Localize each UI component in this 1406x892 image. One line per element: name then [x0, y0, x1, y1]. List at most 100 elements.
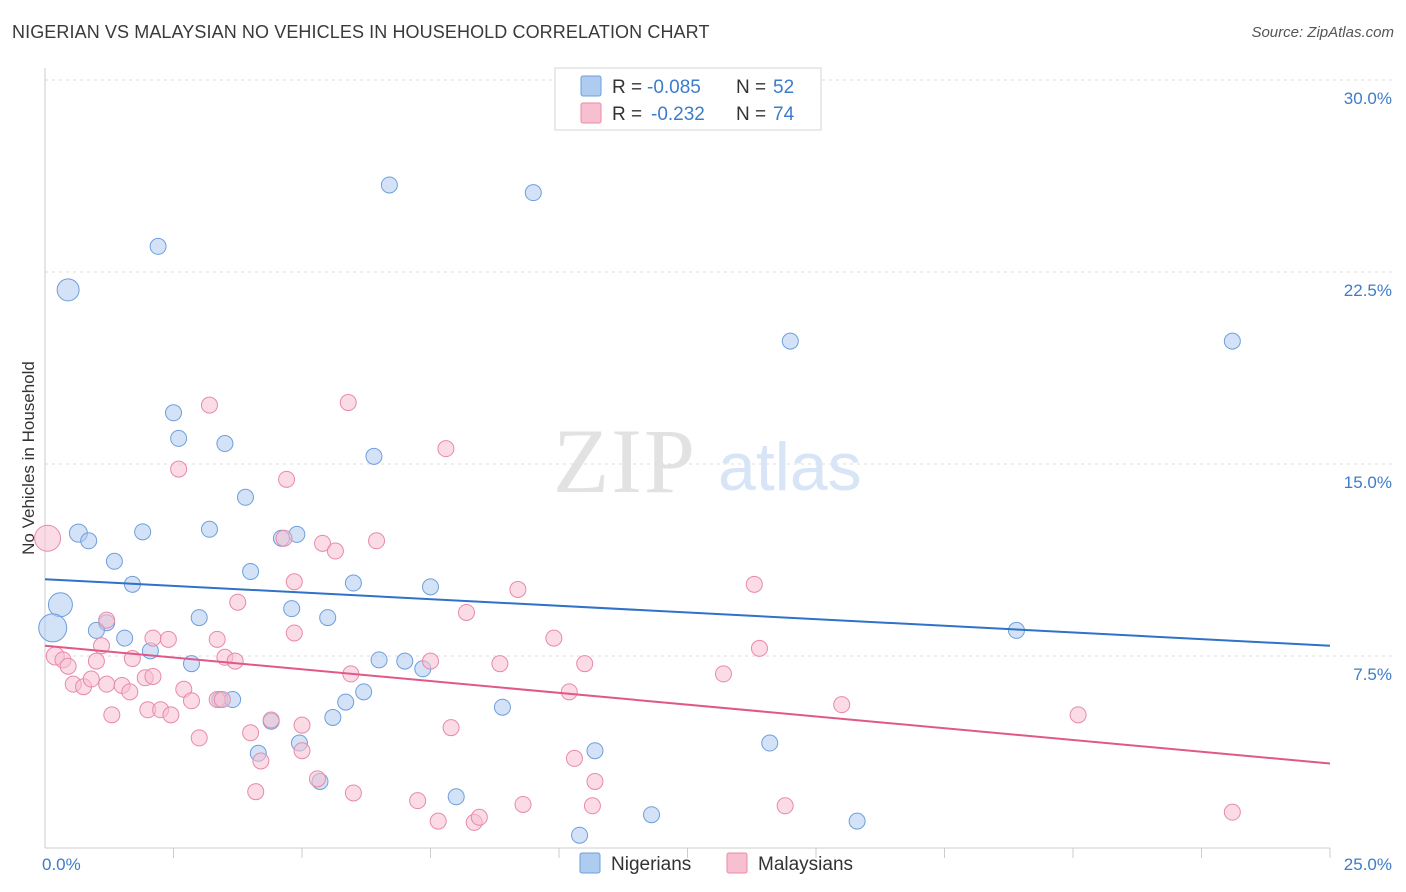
data-point: [560, 683, 578, 701]
data-point: [262, 711, 280, 729]
data-point: [56, 278, 80, 302]
watermark-atlas: atlas: [718, 429, 862, 505]
axes: [44, 68, 1331, 858]
data-point: [165, 404, 182, 422]
data-point: [182, 692, 200, 710]
data-point: [59, 657, 77, 675]
data-point: [442, 719, 460, 737]
data-point: [396, 652, 414, 670]
data-point: [247, 783, 265, 801]
data-point: [190, 729, 208, 747]
data-point: [226, 652, 244, 670]
data-point: [422, 652, 439, 670]
data-point: [586, 742, 604, 760]
legend-swatch-nigerians: [580, 75, 602, 97]
data-point: [144, 667, 162, 685]
data-point: [293, 742, 311, 760]
data-point: [208, 630, 226, 648]
data-point: [116, 629, 134, 647]
data-point: [170, 429, 188, 447]
data-point: [571, 826, 589, 844]
data-point: [422, 578, 439, 596]
data-point: [38, 613, 68, 643]
bottom-legend-label-nigerians: Nigerians: [611, 854, 691, 875]
y-axis-title: No Vehicles in Household: [19, 361, 38, 555]
trend-lines: [44, 578, 1331, 765]
data-point: [170, 460, 188, 478]
data-point: [365, 447, 383, 465]
data-point: [103, 706, 121, 724]
data-point: [149, 237, 167, 255]
data-point: [491, 655, 509, 673]
data-point: [308, 770, 326, 788]
legend-n-value-2: 74: [773, 104, 795, 125]
data-point: [643, 806, 661, 824]
series-malaysians: [34, 394, 1241, 831]
data-point: [409, 792, 427, 810]
legend-n-label-1: N =: [736, 77, 766, 98]
data-point: [368, 532, 386, 550]
data-point: [339, 394, 357, 412]
legend-r-value-2: -0.232: [651, 104, 705, 125]
data-point: [848, 812, 866, 830]
legend-r-value-1: -0.085: [647, 77, 701, 98]
data-point: [565, 749, 583, 767]
bottom-legend-label-malaysians: Malaysians: [758, 854, 853, 875]
legend-n-value-1: 52: [773, 77, 794, 98]
data-point: [380, 176, 398, 194]
data-point: [583, 797, 601, 815]
data-point: [493, 698, 511, 716]
data-point: [833, 696, 851, 714]
data-point: [134, 523, 152, 541]
x-tick-labels: 0.0% 25.0%: [42, 855, 1392, 874]
data-point: [242, 563, 260, 581]
data-point: [82, 670, 100, 688]
data-point: [236, 488, 254, 506]
data-point: [47, 592, 73, 618]
data-point: [242, 724, 260, 742]
data-point: [545, 629, 563, 647]
data-point: [344, 784, 362, 802]
y-tick-label: 7.5%: [1353, 665, 1392, 684]
legend-n-label-2: N =: [736, 104, 766, 125]
data-point: [87, 652, 105, 670]
data-point: [447, 788, 465, 806]
data-point: [98, 675, 116, 693]
data-point: [319, 609, 337, 627]
data-point: [714, 665, 732, 683]
data-point: [283, 600, 301, 618]
data-point: [514, 795, 532, 813]
data-point: [314, 534, 332, 552]
data-point: [1223, 332, 1241, 350]
data-point: [144, 629, 162, 647]
data-point: [457, 603, 475, 621]
data-point: [275, 529, 293, 547]
data-point: [162, 706, 180, 724]
data-point: [324, 708, 342, 726]
legend-r-label-1: R =: [612, 77, 642, 98]
legend-r-label-2: R =: [612, 104, 642, 125]
source-label: Source: ZipAtlas.com: [1251, 24, 1394, 41]
data-point: [80, 532, 98, 550]
data-point: [344, 574, 362, 592]
data-point: [200, 520, 218, 538]
data-point: [1069, 706, 1087, 724]
data-point: [87, 621, 105, 639]
data-point: [278, 470, 296, 488]
data-point: [524, 184, 542, 202]
watermark: ZIP atlas: [553, 410, 862, 512]
data-point: [213, 691, 231, 709]
data-point: [34, 524, 62, 552]
y-tick-label: 15.0%: [1344, 473, 1392, 492]
trend-line-malaysians: [44, 644, 1331, 765]
data-point: [776, 797, 794, 815]
y-tick-label: 22.5%: [1344, 281, 1392, 300]
x-tick-label: 25.0%: [1344, 855, 1392, 874]
data-point: [355, 683, 373, 701]
data-point: [326, 542, 344, 560]
bottom-legend-swatch-malaysians: [726, 852, 748, 874]
data-point: [470, 808, 488, 826]
data-point: [229, 593, 247, 611]
data-point: [293, 716, 311, 734]
